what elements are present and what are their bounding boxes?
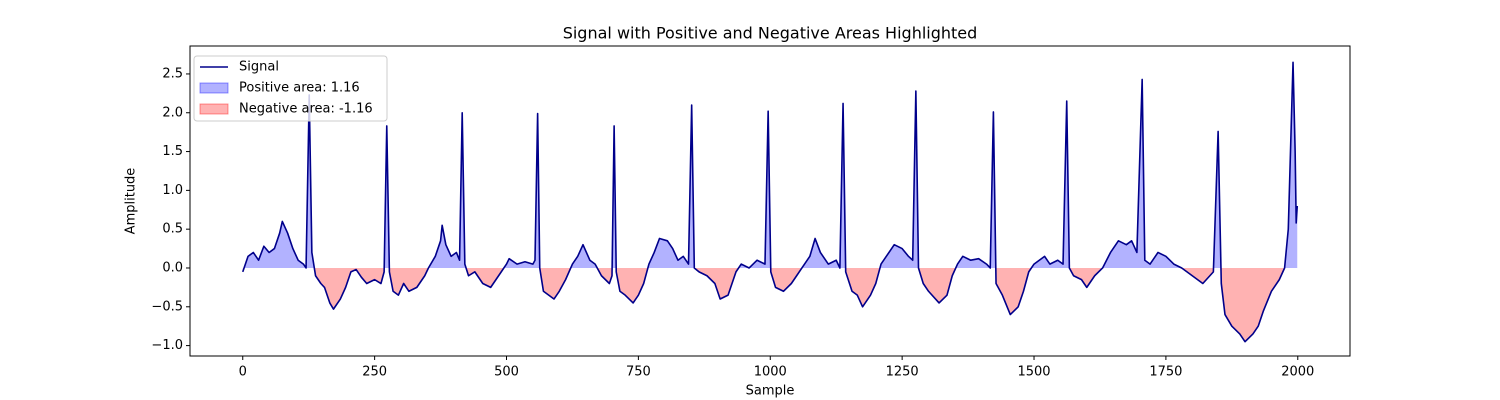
x-tick-label: 500 [494,365,519,380]
x-tick-label: 750 [626,365,651,380]
plot-area [241,61,1299,343]
y-tick-label: 2.5 [162,66,183,81]
x-tick-label: 1250 [886,365,919,380]
y-tick-label: 2.0 [162,105,183,120]
y-tick-label: −1.0 [151,338,183,353]
x-tick-label: 1500 [1017,365,1050,380]
signal-line [241,61,1299,343]
chart-title: Signal with Positive and Negative Areas … [563,24,978,43]
legend-label: Positive area: 1.16 [239,81,360,96]
legend-label: Signal [239,60,279,75]
x-axis-label: Sample [746,384,795,399]
x-tick-label: 1000 [754,365,787,380]
legend-patch [199,82,229,94]
y-tick-label: 0.0 [162,260,183,275]
y-tick-label: 1.5 [162,144,183,159]
x-tick-label: 0 [239,365,247,380]
x-tick-label: 2000 [1281,365,1314,380]
y-tick-label: −0.5 [151,299,183,314]
legend-label: Negative area: -1.16 [239,102,373,117]
legend: Signal Positive area: 1.16 Negative area: … [193,55,388,122]
x-tick-label: 250 [362,365,387,380]
legend-patch [199,103,229,115]
y-tick-label: 1.0 [162,183,183,198]
legend-box [193,55,388,122]
y-tick-label: 0.5 [162,222,183,237]
x-tick-label: 1750 [1149,365,1182,380]
y-axis-label: Amplitude [124,168,139,235]
